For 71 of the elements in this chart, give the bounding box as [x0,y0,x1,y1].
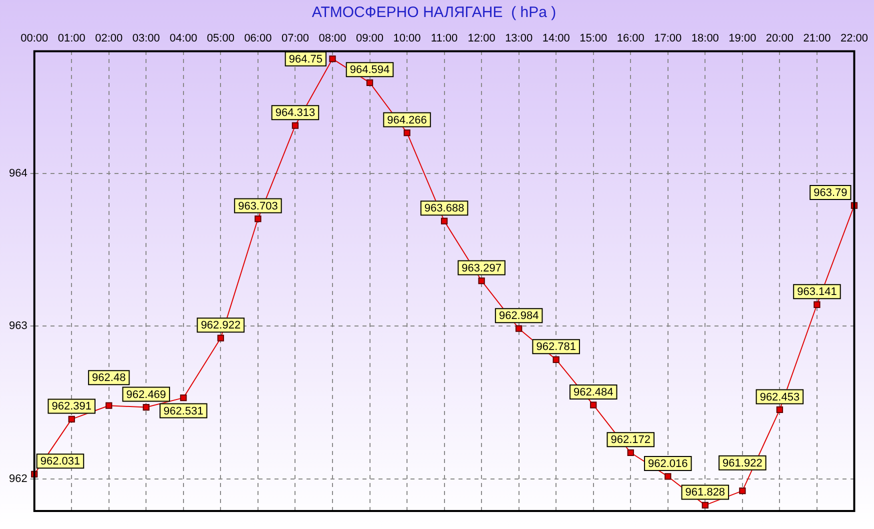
point [590,402,597,408]
point [440,218,448,224]
data-label: 962.781 [536,341,576,354]
x-tick-label: 09:00 [356,32,384,45]
point [478,277,485,284]
y-tick-label: 963 [8,320,28,332]
x-tick-label: 08:00 [318,32,346,45]
x-tick-label: 17:00 [654,32,682,45]
x-tick-label: 00:00 [20,32,48,45]
data-label: 962.391 [52,400,92,413]
data-label: 963.141 [797,286,837,298]
x-tick-label: 19:00 [728,32,756,45]
data-label: 962.172 [610,434,651,446]
data-label: 961.922 [722,457,762,470]
x-tick-label: 18:00 [691,32,719,45]
chart-title: АТМОСФЕРНО НАЛЯГАНЕ ( hPa ) [312,4,556,22]
point [627,449,634,456]
point [217,334,224,342]
data-label: 962.453 [760,391,800,404]
data-label: 963.79 [814,187,848,200]
point [366,79,374,86]
x-tick-label: 02:00 [95,32,123,45]
x-tick-label: 06:00 [244,32,272,45]
point [180,394,187,402]
point [552,356,560,363]
data-label: 961.828 [685,486,726,499]
x-tick-label: 20:00 [766,32,794,45]
x-tick-label: 05:00 [206,32,234,45]
x-tick-label: 21:00 [803,32,831,45]
point [68,416,75,423]
point [702,502,708,509]
x-tick-label: 22:00 [840,32,868,45]
x-tick-label: 11:00 [430,32,458,45]
x-tick-label: 10:00 [393,32,421,45]
x-tick-label: 07:00 [281,32,309,45]
point [142,404,150,411]
data-label: 962.984 [498,310,539,322]
data-label: 962.922 [200,320,241,332]
data-label: 964.266 [387,114,427,126]
point [739,488,746,494]
data-label: 964.75 [288,53,322,66]
data-label: 962.016 [648,458,688,470]
data-label: 964.313 [275,107,316,120]
data-label: 962.531 [164,405,204,418]
x-tick-label: 15:00 [580,32,608,45]
point [776,406,784,414]
point [254,215,262,222]
point [106,402,112,409]
point [664,473,672,480]
data-label: 963.703 [238,200,278,212]
data-label: 962.48 [92,372,126,384]
data-label: 963.688 [424,202,464,215]
x-tick-label: 13:00 [505,32,533,45]
point [516,325,522,332]
data-label: 962.031 [40,456,80,468]
x-tick-label: 04:00 [170,32,198,45]
point [404,129,410,136]
x-tick-label: 01:00 [58,32,86,45]
x-tick-label: 03:00 [132,32,160,45]
data-label: 962.469 [126,388,166,401]
point [329,56,336,62]
y-tick-label: 962 [8,472,28,485]
data-label: 964.594 [350,64,390,76]
data-label: 963.297 [462,262,502,274]
data-label: 962.484 [573,386,614,399]
x-tick-label: 14:00 [542,32,570,45]
point [814,301,820,308]
point [292,122,299,129]
y-tick-label: 964 [8,167,28,180]
x-tick-label: 12:00 [468,32,496,45]
x-tick-label: 16:00 [616,32,644,45]
